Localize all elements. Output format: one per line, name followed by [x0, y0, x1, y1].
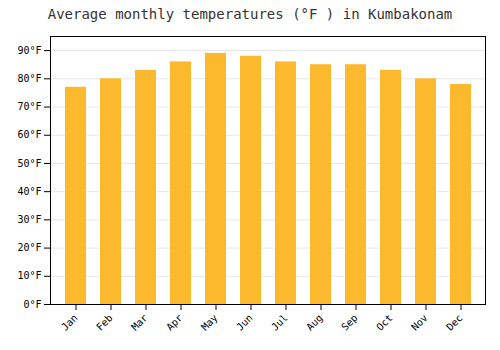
- svg-text:Dec: Dec: [444, 312, 465, 333]
- svg-text:80°F: 80°F: [17, 73, 41, 84]
- svg-text:Apr: Apr: [164, 312, 185, 333]
- svg-text:90°F: 90°F: [17, 45, 41, 56]
- svg-text:70°F: 70°F: [17, 101, 41, 112]
- svg-text:40°F: 40°F: [17, 186, 41, 197]
- svg-text:Aug: Aug: [304, 312, 325, 333]
- svg-text:20°F: 20°F: [17, 242, 41, 253]
- svg-text:Mar: Mar: [129, 312, 150, 333]
- svg-text:50°F: 50°F: [17, 158, 41, 169]
- svg-text:Jul: Jul: [269, 312, 290, 333]
- svg-text:0°F: 0°F: [23, 299, 41, 310]
- svg-text:60°F: 60°F: [17, 129, 41, 140]
- html-text:Average monthly temperatures (: Average monthly temperatures (°F ) in Ku…: [47, 6, 453, 22]
- svg-text:Sep: Sep: [339, 312, 360, 333]
- svg-text:Feb: Feb: [94, 312, 115, 333]
- svg-text:Nov: Nov: [409, 312, 430, 333]
- svg-text:Oct: Oct: [374, 312, 395, 333]
- svg-text:May: May: [199, 312, 220, 333]
- svg-text:30°F: 30°F: [17, 214, 41, 225]
- svg-text:10°F: 10°F: [17, 270, 41, 281]
- svg-text:Jun: Jun: [234, 312, 255, 333]
- svg-text:Jan: Jan: [59, 312, 80, 333]
